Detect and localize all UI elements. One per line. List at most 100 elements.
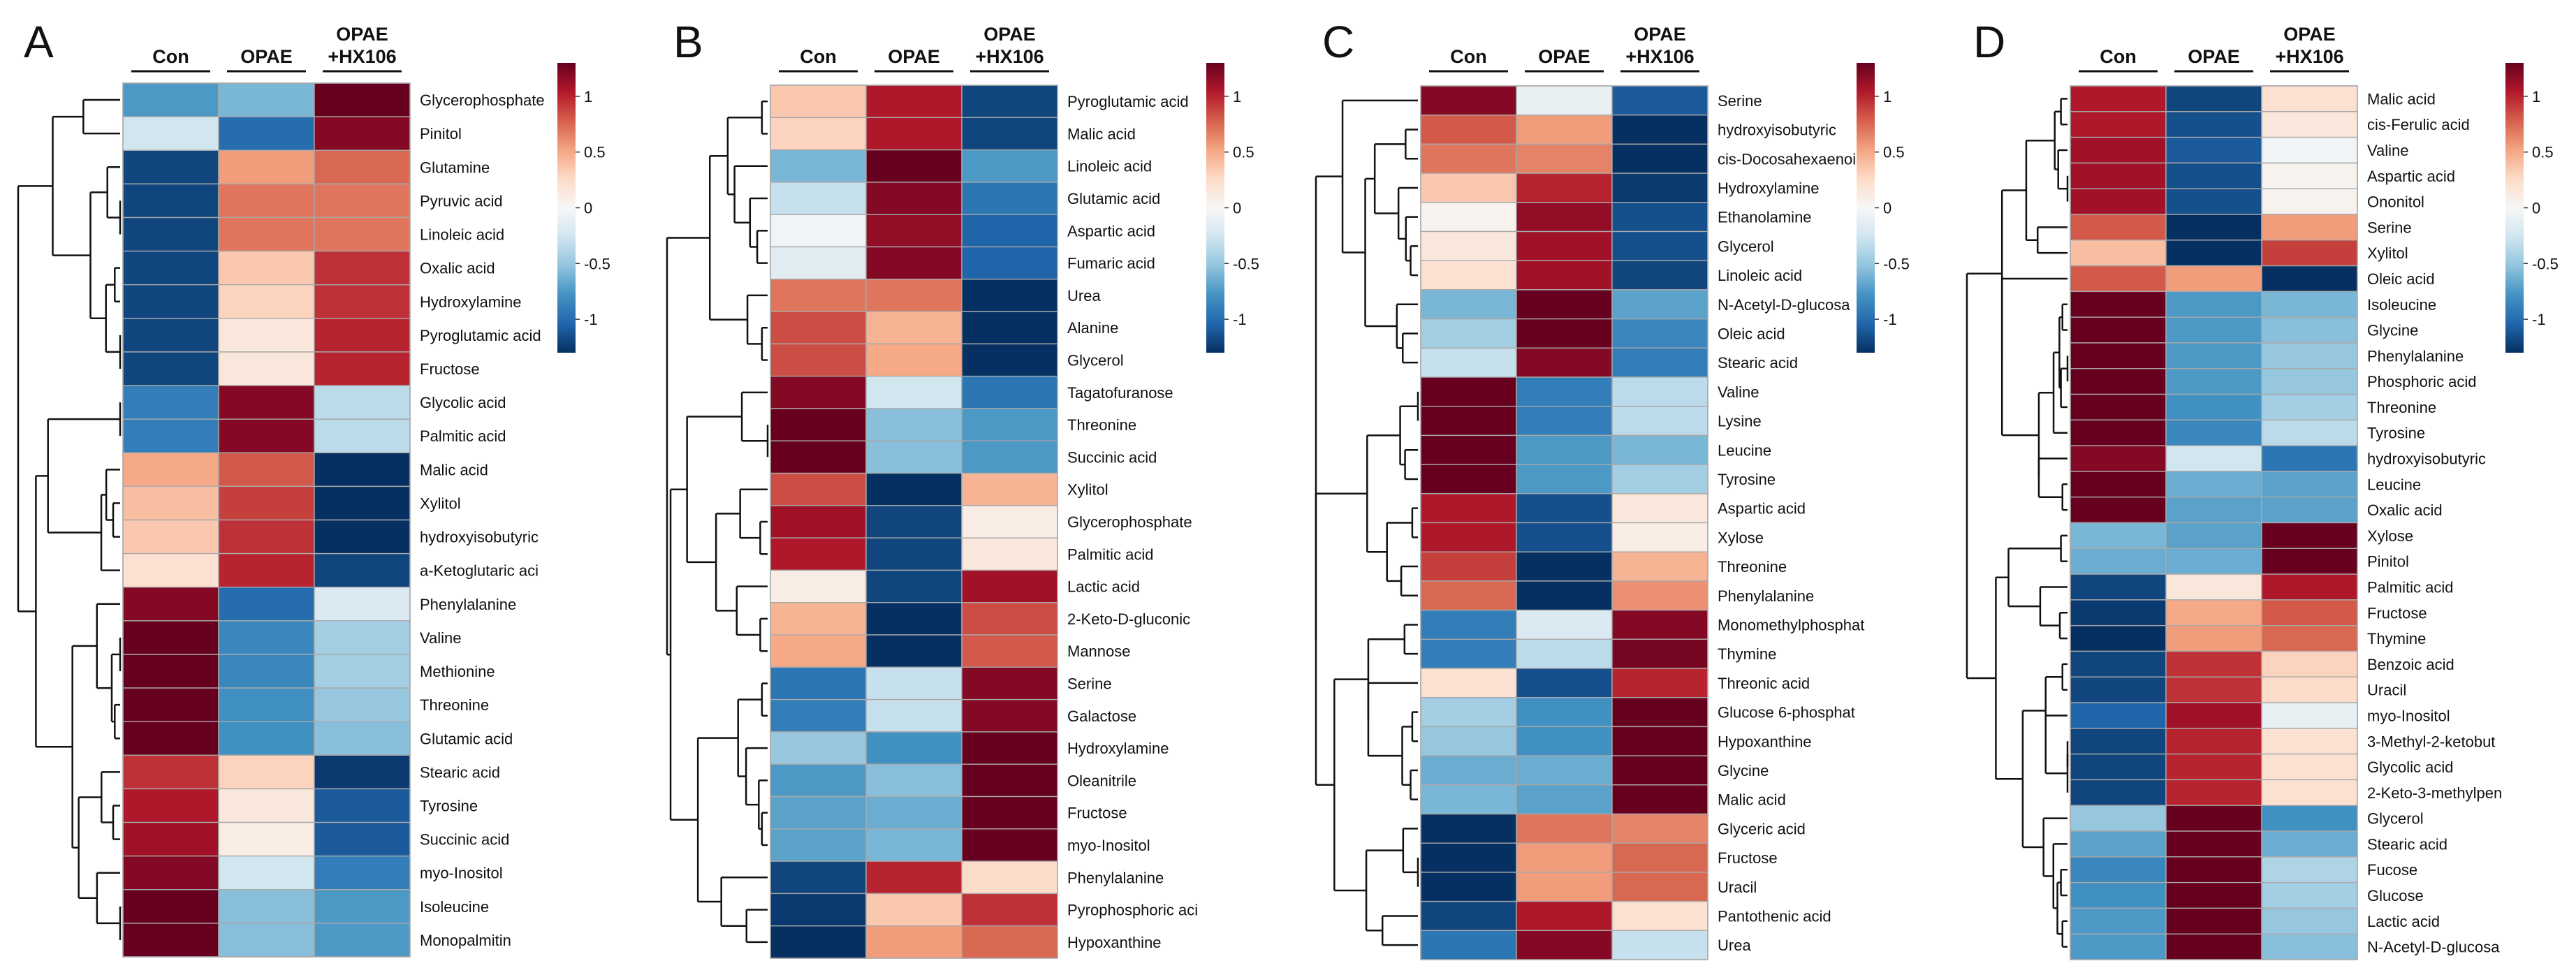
heatmap-cell <box>1612 464 1708 494</box>
row-label: Linoleic acid <box>420 226 504 244</box>
heatmap-cell <box>1421 756 1516 785</box>
heatmap-cell <box>2166 934 2262 960</box>
heatmap-cell <box>219 419 314 453</box>
heatmap-cell <box>314 217 410 251</box>
heatmap-cell <box>2070 754 2166 780</box>
panel-c: C Con OPAEOPAE +HX106Serinehydroxyisobutyri… <box>1316 17 1910 960</box>
row-label: myo-Inositol <box>420 865 503 882</box>
heatmap-cell <box>1516 232 1612 261</box>
row-label: Pinitol <box>2367 553 2409 571</box>
heatmap-cell <box>2262 703 2357 728</box>
row-label: Pantothenic acid <box>1718 907 1831 925</box>
heatmap-cell <box>1421 319 1516 349</box>
heatmap-cell <box>1421 610 1516 640</box>
panel-label: D <box>1973 17 2005 67</box>
heatmap-cell <box>2262 779 2357 805</box>
row-label: Serine <box>1718 92 1762 110</box>
heatmap-cell <box>219 285 314 318</box>
heatmap-cell <box>123 251 219 285</box>
row-label: Succinic acid <box>1067 448 1157 466</box>
heatmap-cell <box>770 409 866 441</box>
heatmap-cell <box>123 184 219 217</box>
heatmap-cell <box>770 279 866 311</box>
column-header-2: OPAE +HX106 <box>328 24 396 67</box>
row-label: Isoleucine <box>2367 296 2436 314</box>
heatmap-cell <box>2166 626 2262 652</box>
row-label: N-Acetyl-D-glucosa <box>2367 939 2500 956</box>
heatmap-cell <box>123 721 219 755</box>
heatmap-cell <box>314 823 410 856</box>
color-legend-label: -1 <box>1883 311 1897 328</box>
heatmap-cell <box>1612 290 1708 319</box>
heatmap-cell <box>1421 494 1516 523</box>
heatmap-cell <box>2166 471 2262 497</box>
heatmap-cell <box>962 797 1058 829</box>
heatmap-cell <box>770 474 866 506</box>
heatmap-cell <box>219 721 314 755</box>
heatmap-cell <box>123 352 219 386</box>
heatmap-cell <box>219 621 314 654</box>
row-label: Stearic acid <box>2367 835 2447 853</box>
heatmap-cell <box>123 823 219 856</box>
heatmap-cell <box>2166 805 2262 831</box>
heatmap-cell <box>2166 754 2262 780</box>
heatmap-cell <box>1421 523 1516 552</box>
heatmap-cell <box>962 409 1058 441</box>
heatmap-cell <box>866 409 962 441</box>
column-header-1: OPAE <box>888 46 940 67</box>
row-label: Hydroxylamine <box>1067 740 1169 757</box>
heatmap-cell <box>123 890 219 923</box>
heatmap-cell <box>866 150 962 182</box>
heatmap-cell <box>219 688 314 721</box>
heatmap-cell <box>2070 934 2166 960</box>
heatmap-cell <box>1612 668 1708 698</box>
heatmap-cell <box>962 700 1058 732</box>
heatmap-cell <box>962 603 1058 635</box>
column-header-1: OPAE <box>2188 46 2240 67</box>
color-legend-label: 1 <box>1233 88 1241 105</box>
heatmap-cell <box>1421 785 1516 814</box>
heatmap-cell <box>2070 831 2166 857</box>
heatmap-cell <box>314 251 410 285</box>
heatmap-cell <box>1612 406 1708 436</box>
heatmap-cell <box>1612 319 1708 349</box>
row-label: Hypoxanthine <box>1067 934 1162 951</box>
heatmap-cell <box>2166 908 2262 934</box>
heatmap-cell <box>2070 112 2166 138</box>
heatmap-cell <box>866 732 962 764</box>
row-label: Lactic acid <box>2367 913 2440 930</box>
row-label: Tyrosine <box>2367 425 2425 442</box>
row-label: Thymine <box>1718 645 1776 663</box>
heatmap-cell <box>219 83 314 117</box>
heatmap-cell <box>1516 552 1612 581</box>
heatmap-cell <box>2166 574 2262 600</box>
row-label: Hydroxylamine <box>420 293 522 311</box>
heatmap-cell <box>770 797 866 829</box>
heatmap-cell <box>1516 377 1612 406</box>
heatmap-cell <box>2166 446 2262 471</box>
heatmap-cell <box>866 506 962 538</box>
row-label: Glycerophosphate <box>420 91 545 109</box>
row-label: Alanine <box>1067 319 1118 337</box>
heatmap-cell <box>2070 779 2166 805</box>
color-legend-label: 1 <box>584 88 592 105</box>
heatmap-cell <box>123 654 219 688</box>
heatmap-cell <box>1421 86 1516 115</box>
heatmap-cell <box>314 117 410 150</box>
heatmap-cell <box>2166 266 2262 292</box>
heatmap-cell <box>2166 497 2262 523</box>
heatmap-cell <box>2070 214 2166 240</box>
heatmap-cell <box>2166 651 2262 677</box>
heatmap-cell <box>2070 446 2166 471</box>
row-label: Fructose <box>420 360 480 378</box>
heatmap-cell <box>2166 317 2262 343</box>
heatmap-cell <box>1421 930 1516 960</box>
heatmap-cell <box>962 85 1058 117</box>
heatmap-cell <box>2166 600 2262 626</box>
heatmap-cell <box>2166 291 2262 317</box>
heatmap-cell <box>770 926 866 958</box>
heatmap-cell <box>123 150 219 184</box>
heatmap-cell <box>962 861 1058 893</box>
heatmap-cell <box>2166 112 2262 138</box>
heatmap-cell <box>2262 266 2357 292</box>
